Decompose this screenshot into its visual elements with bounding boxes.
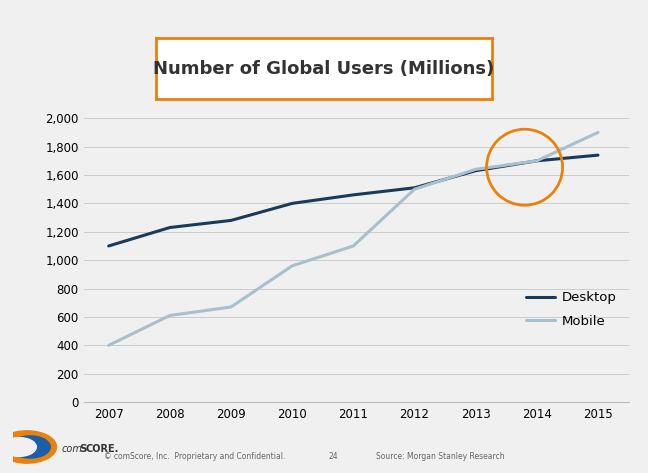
Desktop [105, 243, 113, 249]
Desktop [166, 225, 174, 230]
Desktop [472, 168, 480, 174]
Circle shape [2, 438, 36, 456]
Mobile [105, 342, 113, 348]
Text: CORE.: CORE. [86, 444, 119, 454]
Mobile [411, 186, 419, 192]
Mobile [594, 130, 602, 135]
Legend: Desktop, Mobile: Desktop, Mobile [521, 286, 622, 333]
Desktop [288, 201, 296, 206]
Text: 24: 24 [329, 452, 338, 461]
Mobile [472, 166, 480, 172]
Mobile [533, 158, 540, 164]
Mobile [166, 313, 174, 318]
Mobile [288, 263, 296, 269]
Mobile [349, 243, 357, 249]
Text: Number of Global Users (Millions): Number of Global Users (Millions) [154, 60, 494, 78]
Text: S: S [79, 444, 87, 454]
Circle shape [0, 431, 56, 463]
Desktop [594, 152, 602, 158]
Desktop [533, 158, 540, 164]
Desktop [227, 218, 235, 223]
Text: © comScore, Inc.  Proprietary and Confidential.: © comScore, Inc. Proprietary and Confide… [104, 452, 285, 461]
Text: com: com [61, 444, 82, 454]
Desktop [411, 185, 419, 191]
Text: Source: Morgan Stanley Research: Source: Morgan Stanley Research [376, 452, 505, 461]
Desktop [349, 192, 357, 198]
Line: Desktop: Desktop [109, 155, 598, 246]
Line: Mobile: Mobile [109, 132, 598, 345]
Circle shape [10, 436, 51, 458]
Mobile [227, 304, 235, 310]
